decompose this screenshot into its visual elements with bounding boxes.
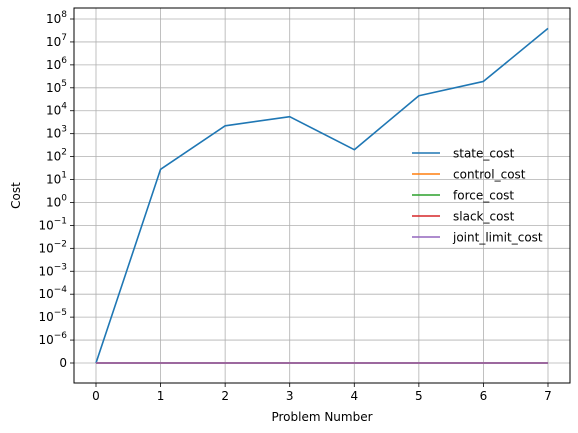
y-tick-label: 10−3 <box>38 262 67 278</box>
x-tick-label: 2 <box>221 389 229 403</box>
y-tick-label: 105 <box>46 79 67 95</box>
y-tick-exponent: 8 <box>61 10 67 20</box>
y-tick-exponent: −4 <box>54 285 68 295</box>
y-tick-label: 101 <box>46 171 67 187</box>
y-tick-label: 104 <box>46 102 67 118</box>
y-tick-base: 10 <box>38 333 53 347</box>
legend-label: force_cost <box>453 189 514 203</box>
y-tick-exponent: 7 <box>61 33 67 43</box>
y-tick-exponent: 3 <box>61 125 67 135</box>
y-tick-label: 10−6 <box>38 331 67 347</box>
y-tick-label: 103 <box>46 125 67 141</box>
legend-label: slack_cost <box>453 210 515 224</box>
y-tick-exponent: 5 <box>61 79 67 89</box>
x-tick-label: 6 <box>480 389 488 403</box>
y-tick-label: 106 <box>46 56 67 72</box>
y-tick-label: 10−4 <box>38 285 67 301</box>
y-tick-label: 0 <box>59 356 67 370</box>
y-tick-label: 10−2 <box>38 239 67 255</box>
legend-label: control_cost <box>453 168 526 182</box>
y-tick-base: 10 <box>38 241 53 255</box>
series-lines <box>95 27 549 364</box>
y-tick-exponent: −2 <box>54 239 67 249</box>
y-tick-base: 10 <box>46 81 61 95</box>
y-axis-label: Cost <box>9 182 23 209</box>
x-tick-label: 1 <box>157 389 165 403</box>
y-tick-label: 10−5 <box>38 308 67 324</box>
x-axis-label: Problem Number <box>271 410 372 424</box>
y-tick-base: 10 <box>46 104 61 118</box>
x-tick-label: 0 <box>92 389 100 403</box>
y-tick-base: 10 <box>46 127 61 141</box>
grid <box>74 8 570 383</box>
x-tick-label: 5 <box>415 389 423 403</box>
y-tick-exponent: −6 <box>54 331 68 341</box>
y-tick-exponent: 0 <box>61 193 67 203</box>
y-tick-label: 100 <box>46 193 67 209</box>
y-tick-exponent: 2 <box>61 148 67 158</box>
y-tick-label: 10−1 <box>38 216 67 232</box>
y-tick-exponent: 6 <box>61 56 67 66</box>
x-tick-label: 7 <box>544 389 552 403</box>
y-tick-base: 10 <box>46 150 61 164</box>
y-tick-exponent: −3 <box>54 262 67 272</box>
y-axis-ticks: 010−610−510−410−310−210−1100101102103104… <box>38 10 74 370</box>
y-tick-label: 107 <box>46 33 67 49</box>
y-tick-base: 10 <box>46 35 61 49</box>
y-tick-base: 10 <box>38 287 53 301</box>
legend: state_cost control_cost force_cost slack_co… <box>412 147 543 245</box>
plot-frame <box>73 7 571 384</box>
y-tick-base: 10 <box>46 12 61 26</box>
y-tick-base: 10 <box>38 264 53 278</box>
legend-label: joint_limit_cost <box>452 231 543 245</box>
y-tick-base: 10 <box>46 195 61 209</box>
series-line-state-cost <box>95 27 549 364</box>
y-tick-base: 10 <box>38 218 53 232</box>
x-tick-label: 4 <box>350 389 358 403</box>
x-tick-label: 3 <box>286 389 294 403</box>
y-tick-exponent: −1 <box>54 216 67 226</box>
x-axis-ticks: 0 1 2 3 4 5 6 7 <box>92 383 552 403</box>
y-tick-label: 102 <box>46 148 67 164</box>
y-tick-base: 10 <box>46 173 61 187</box>
y-tick-label: 108 <box>46 10 67 26</box>
y-tick-base: 10 <box>46 58 61 72</box>
y-tick-exponent: 4 <box>61 102 67 112</box>
y-tick-base: 10 <box>38 310 53 324</box>
y-tick-exponent: 1 <box>61 171 67 181</box>
legend-label: state_cost <box>453 147 515 161</box>
y-tick-base: 0 <box>59 356 67 370</box>
y-tick-exponent: −5 <box>54 308 67 318</box>
